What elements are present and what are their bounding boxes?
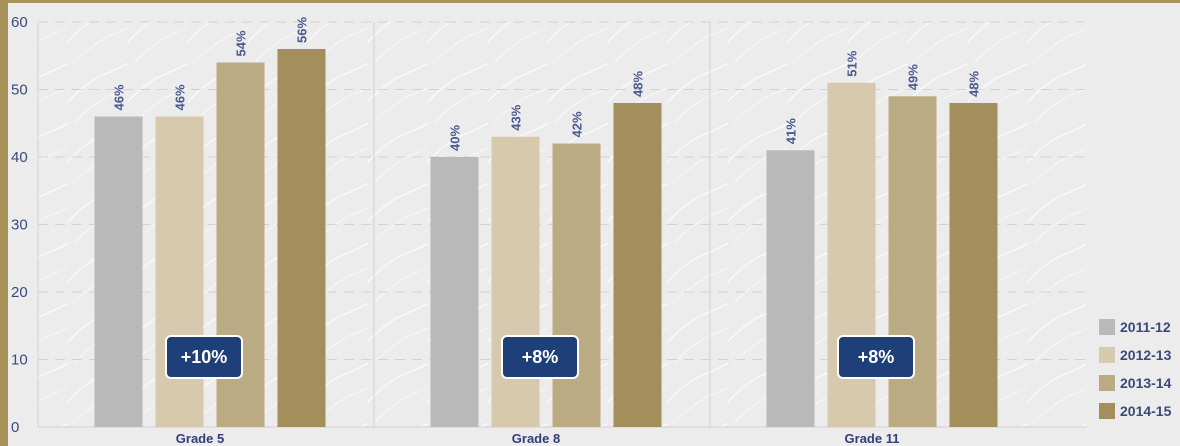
y-tick-label: 40 bbox=[11, 149, 28, 166]
x-category-label: Grade 11 bbox=[845, 431, 900, 446]
bar bbox=[277, 49, 326, 427]
y-tick-label: 50 bbox=[11, 82, 28, 99]
bar-chart: 0 10 20 30 40 50 60 46% 46% 54% 56% Grade 5 +10% 40% 4… bbox=[11, 14, 1172, 446]
bar bbox=[552, 143, 601, 427]
bar bbox=[613, 103, 662, 427]
legend-swatch bbox=[1099, 403, 1115, 419]
bar bbox=[155, 116, 204, 427]
bar-value-label: 56% bbox=[295, 17, 310, 43]
bar-value-label: 42% bbox=[570, 111, 585, 137]
legend-swatch bbox=[1099, 347, 1115, 363]
bar bbox=[430, 157, 479, 427]
change-badge bbox=[501, 335, 579, 379]
y-tick-label: 0 bbox=[11, 419, 19, 436]
bar-value-label: 46% bbox=[173, 84, 188, 110]
legend-swatch bbox=[1099, 319, 1115, 335]
bar-value-label: 48% bbox=[631, 71, 646, 97]
bar-value-label: 54% bbox=[234, 30, 249, 56]
bar-value-label: 48% bbox=[967, 71, 982, 97]
change-badge bbox=[837, 335, 915, 379]
bar-value-label: 41% bbox=[784, 118, 799, 144]
x-category-label: Grade 5 bbox=[176, 431, 224, 446]
bar-value-label: 40% bbox=[448, 125, 463, 151]
y-tick-label: 10 bbox=[11, 352, 28, 369]
change-badge bbox=[165, 335, 243, 379]
y-tick-label: 60 bbox=[11, 14, 28, 31]
change-badge-text: +10% bbox=[181, 347, 228, 367]
legend-label: 2012-13 bbox=[1120, 347, 1172, 363]
bar-value-label: 46% bbox=[112, 84, 127, 110]
change-badge-text: +8% bbox=[522, 347, 559, 367]
bar-value-label: 51% bbox=[845, 50, 860, 76]
legend-label: 2014-15 bbox=[1120, 403, 1172, 419]
bar bbox=[94, 116, 143, 427]
bar bbox=[766, 150, 815, 427]
legend-swatch bbox=[1099, 375, 1115, 391]
legend-label: 2013-14 bbox=[1120, 375, 1172, 391]
bar bbox=[949, 103, 998, 427]
legend-label: 2011-12 bbox=[1120, 319, 1171, 335]
y-tick-label: 30 bbox=[11, 217, 28, 234]
change-badge-text: +8% bbox=[858, 347, 895, 367]
bar-value-label: 43% bbox=[509, 104, 524, 130]
y-tick-label: 20 bbox=[11, 284, 28, 301]
x-category-label: Grade 8 bbox=[512, 431, 560, 446]
bar-value-label: 49% bbox=[906, 64, 921, 90]
bar bbox=[491, 136, 540, 427]
